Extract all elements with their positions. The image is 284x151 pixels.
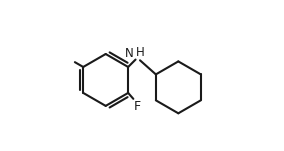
Text: H: H [136,46,145,59]
Text: N: N [125,47,134,59]
Text: F: F [134,100,141,113]
